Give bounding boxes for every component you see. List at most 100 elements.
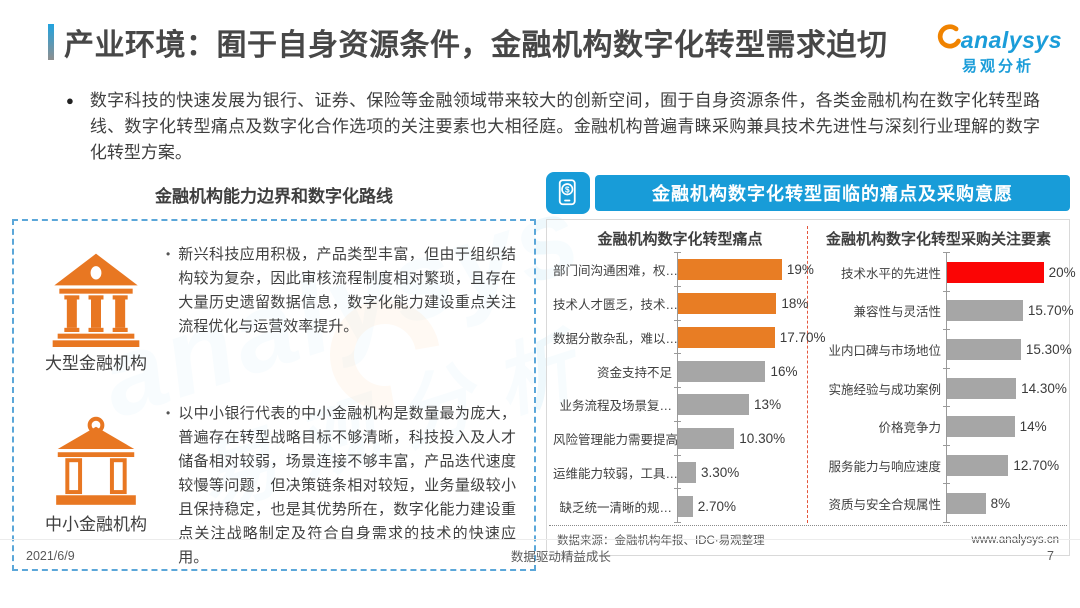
charts-panel: 金融机构数字化转型痛点 部门间沟通困难，权… 19% 技术人才匮乏，技术… 18% 数据… <box>546 219 1076 556</box>
bar <box>947 493 986 515</box>
chart-row: 业内口碑与市场地位 15.30% <box>816 329 1072 369</box>
small-institution-label: 中小金融机构 <box>45 515 147 534</box>
chart-row: 价格竞争力 14% <box>816 406 1061 446</box>
bar-category-label: 资质与安全合规属性 <box>828 498 941 513</box>
bar-value-label: 20% <box>1048 264 1076 280</box>
page-footer: 2021/6/9 数据驱动精益成长 7 <box>0 539 1080 571</box>
bar-value-label: 15.70% <box>1027 303 1074 319</box>
bullet-icon: ● <box>66 93 74 108</box>
chart-title: 金融机构数字化转型痛点 <box>597 231 763 248</box>
bar-category-label: 缺乏统一清晰的规… <box>559 500 672 515</box>
chart-row: 业务流程及场景复… 13% <box>553 387 807 422</box>
chart-row: 兼容性与灵活性 15.70% <box>816 290 1074 331</box>
footer-date: 2021/6/9 <box>26 548 75 563</box>
painpoints-header-title: 金融机构数字化转型面临的痛点及采购意愿 <box>595 175 1070 211</box>
bar-track: 3.30% <box>674 454 807 490</box>
bar-value-label: 13% <box>754 397 782 413</box>
chart-row: 数据分散杂乱，难以… 17.70% <box>553 319 826 355</box>
bar-value-label: 12.70% <box>1013 457 1060 473</box>
chart-row: 缺乏统一清晰的规… 2.70% <box>553 488 807 523</box>
capability-section: 金融机构能力边界和数字化路线 <box>12 172 536 571</box>
chart-rows: 技术水平的先进性 20% 兼容性与灵活性 15.70% 业内口碑与市场地位 15.30% 实… <box>816 252 1076 524</box>
bar-category-label: 风险管理能力需要提高 <box>553 433 677 448</box>
small-institution-block: 中小金融机构 • 以中小银行代表的中小金融机构是数量最为庞大，普遍存在转型战略目… <box>32 400 520 570</box>
bar-category-label: 技术人才匮乏，技术… <box>553 298 677 313</box>
bar-value-label: 17.70% <box>779 329 826 345</box>
intro-paragraph: ● 数字科技的快速发展为银行、证券、保险等金融领域带来较大的创新空间，囿于自身资… <box>0 76 1080 166</box>
bar <box>947 454 1009 476</box>
chart-row: 实施经验与成功案例 14.30% <box>816 367 1067 408</box>
bar-value-label: 14.30% <box>1021 380 1067 396</box>
painpoints-section: $ 金融机构数字化转型面临的痛点及采购意愿 金融机构数字化转型痛点 部门间沟通困… <box>546 172 1076 571</box>
bar <box>678 495 693 517</box>
bar <box>678 360 766 382</box>
bar-track: 15.70% <box>943 290 1074 331</box>
small-institution-text: 以中小银行代表的中小金融机构是数量最为庞大，普遍存在转型战略目标不够清晰，科技投… <box>178 405 516 566</box>
bar <box>678 326 775 348</box>
analysys-swoosh-icon <box>937 24 961 49</box>
large-institution-block: 大型金融机构 • 新兴科技应用积极，产品类型丰富，但由于组织结构较为复杂，因此审… <box>32 241 520 374</box>
bar <box>678 293 777 315</box>
bar <box>678 461 697 483</box>
bar-track: 16% <box>674 353 807 388</box>
bar-value-label: 2.70% <box>697 498 737 514</box>
page-title: 产业环境：囿于自身资源条件，金融机构数字化转型需求迫切 <box>64 29 888 62</box>
bar <box>947 300 1023 322</box>
charts-area: 金融机构数字化转型痛点 部门间沟通困难，权… 19% 技术人才匮乏，技术… 18% 数据… <box>547 220 1076 525</box>
bar-track: 14% <box>943 406 1061 446</box>
bar-value-label: 8% <box>990 496 1011 512</box>
bar-track: 15.30% <box>943 329 1072 369</box>
chart-row: 资质与安全合规属性 8% <box>816 483 1061 524</box>
bar-category-label: 运维能力较弱，工具… <box>553 466 677 481</box>
logo-brand-text: analysys <box>960 27 1062 53</box>
bar-category-label: 技术水平的先进性 <box>840 266 941 281</box>
website-text: www.analysys.cn <box>971 534 1059 546</box>
bar-value-label: 3.30% <box>701 464 740 480</box>
bank-solid-icon <box>52 253 140 347</box>
data-source-text: 数据来源：金融机构年报、IDC·易观整理 <box>557 535 765 547</box>
chart-row: 部门间沟通困难，权… 19% <box>553 252 814 287</box>
header: 产业环境：囿于自身资源条件，金融机构数字化转型需求迫切 analysys 易观分… <box>0 0 1080 76</box>
bar <box>947 377 1017 399</box>
bar-category-label: 业务流程及场景复… <box>559 399 672 414</box>
bar-track: 13% <box>674 387 807 422</box>
painpoints-header: $ 金融机构数字化转型面临的痛点及采购意愿 <box>546 172 1070 214</box>
logo-cn-text: 易观分析 <box>961 58 1034 75</box>
footer-slogan: 数据驱动精益成长 <box>510 550 611 564</box>
bar-track: 8% <box>943 483 1061 524</box>
bar-value-label: 10.30% <box>739 431 786 447</box>
panel-footer: 数据来源：金融机构年报、IDC·易观整理 www.analysys.cn <box>549 525 1067 555</box>
chart-row: 技术水平的先进性 20% <box>816 252 1076 292</box>
bar-category-label: 实施经验与成功案例 <box>828 382 941 397</box>
bar-track: 17.70% <box>674 319 826 355</box>
painpoints-chart: 金融机构数字化转型痛点 部门间沟通困难，权… 19% 技术人才匮乏，技术… 18% 数据… <box>553 226 826 523</box>
purchase-factors-chart: 金融机构数字化转型采购关注要素 技术水平的先进性 20% 兼容性与灵活性 15.70%… <box>807 226 1076 524</box>
title-accent-bar <box>48 24 54 60</box>
bar-track: 10.30% <box>674 420 807 456</box>
large-institution-figure: 大型金融机构 <box>32 241 160 374</box>
chart-row: 服务能力与响应速度 12.70% <box>816 444 1061 485</box>
bar-track: 19% <box>674 252 814 287</box>
bar-value-label: 15.30% <box>1025 341 1072 357</box>
large-institution-text: 新兴科技应用积极，产品类型丰富，但由于组织结构较为复杂，因此审核流程制度相对繁琐… <box>178 246 516 335</box>
large-institution-label: 大型金融机构 <box>45 354 147 373</box>
bar-value-label: 16% <box>770 363 798 379</box>
bar-category-label: 兼容性与灵活性 <box>853 305 941 320</box>
bullet-icon: • <box>166 406 171 420</box>
bank-outline-icon <box>56 416 136 505</box>
svg-text:$: $ <box>565 185 570 194</box>
bar <box>947 416 1015 438</box>
small-institution-figure: 中小金融机构 <box>32 400 160 570</box>
chart-row: 运维能力较弱，工具… 3.30% <box>553 454 807 490</box>
bar-category-label: 部门间沟通困难，权… <box>553 264 677 279</box>
bar-category-label: 资金支持不足 <box>596 365 672 380</box>
bar-track: 2.70% <box>674 488 807 523</box>
bar-category-label: 数据分散杂乱，难以… <box>553 331 677 346</box>
bullet-icon: • <box>166 247 171 261</box>
bar-track: 18% <box>674 285 809 321</box>
bar <box>678 394 750 416</box>
brand-logo: analysys 易观分析 <box>934 20 1062 76</box>
intro-text: 数字科技的快速发展为银行、证券、保险等金融领域带来较大的创新空间，囿于自身资源条… <box>89 91 1040 162</box>
bar-value-label: 18% <box>781 296 809 312</box>
